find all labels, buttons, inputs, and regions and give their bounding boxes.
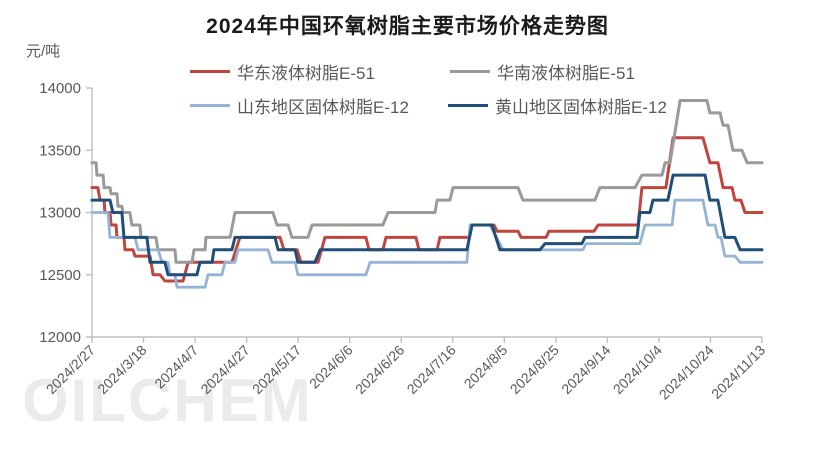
series-line-3 — [90, 173, 764, 277]
x-tick-label: 2024/6/6 — [306, 342, 356, 392]
legend-item-shandong-e12: 山东地区固体树脂E-12 — [190, 95, 409, 117]
legend-item-huangshan-e12: 黄山地区固体树脂E-12 — [448, 95, 667, 117]
y-tick-label: 12000 — [39, 329, 81, 346]
x-tick-label: 2024/9/14 — [558, 342, 614, 398]
y-tick-label: 14000 — [39, 80, 81, 97]
x-tick-label: 2024/7/16 — [404, 342, 460, 398]
chart-title: 2024年中国环氧树脂主要市场价格走势图 — [206, 15, 609, 38]
x-tick-label: 2024/10/24 — [656, 342, 717, 403]
x-tick-label: 2024/8/5 — [461, 342, 511, 392]
oilchem-watermark: OILCHEM — [22, 367, 313, 434]
legend-swatch-darkblue-line — [448, 103, 488, 107]
x-tick-label: 2024/4/27 — [197, 342, 253, 398]
x-tick-label: 2024/5/17 — [249, 342, 305, 398]
x-tick-label: 2024/11/13 — [708, 342, 768, 402]
legend-label: 华南液体树脂E-51 — [497, 63, 635, 83]
x-tick-label: 2024/8/25 — [507, 342, 563, 398]
legend-item-huadong-e51: 华东液体树脂E-51 — [190, 61, 375, 83]
y-tick-label: 13000 — [39, 205, 81, 222]
legend-label: 黄山地区固体树脂E-12 — [495, 97, 667, 117]
x-tick-label: 2024/6/26 — [352, 342, 408, 398]
legend-label: 华东液体树脂E-51 — [237, 63, 375, 83]
y-tick-label: 13500 — [39, 142, 81, 159]
x-tick-label: 2024/3/18 — [94, 342, 150, 398]
x-tick-label: 2024/2/27 — [43, 342, 99, 398]
legend-swatch-lightblue-line — [190, 103, 230, 107]
series-line-2 — [90, 198, 764, 289]
y-tick-label: 12500 — [39, 267, 81, 284]
x-tick-label: 2024/4/7 — [151, 342, 201, 392]
legend-item-huanan-e51: 华南液体树脂E-51 — [450, 61, 635, 83]
legend-label: 山东地区固体树脂E-12 — [237, 97, 409, 117]
legend-swatch-gray-line — [450, 69, 490, 73]
series-line-1 — [90, 99, 764, 264]
y-axis-unit-label: 元/吨 — [26, 43, 61, 60]
legend-swatch-red-line — [190, 69, 230, 73]
